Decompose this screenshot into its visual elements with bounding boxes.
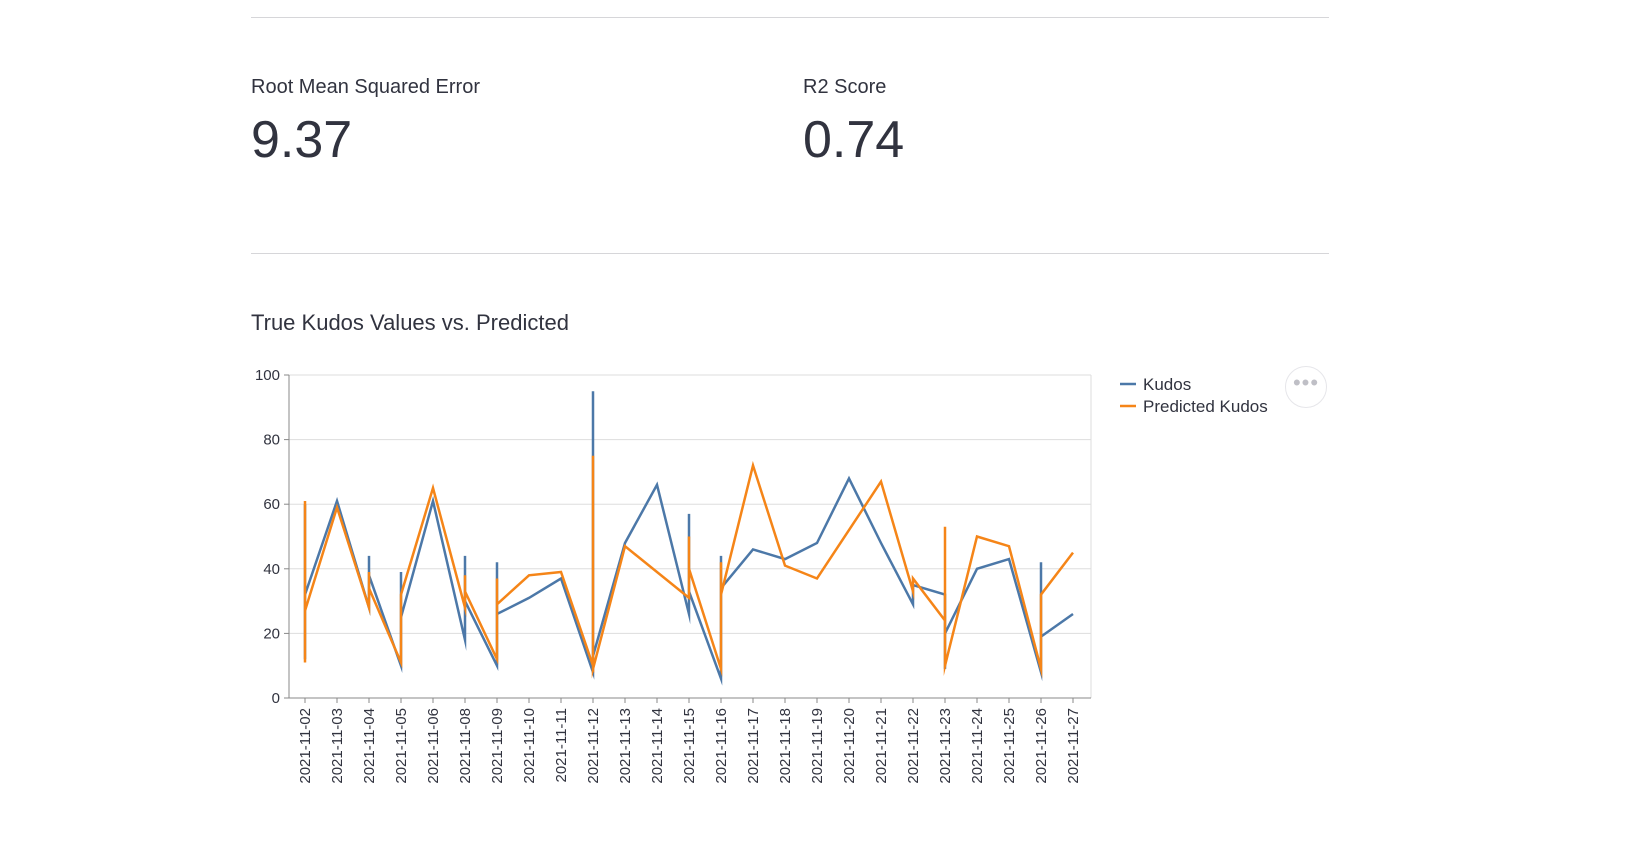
x-tick-label: 2021-11-13: [617, 708, 634, 784]
x-tick-label: 2021-11-17: [745, 708, 762, 784]
x-tick-label: 2021-11-20: [841, 708, 858, 784]
x-tick-label: 2021-11-23: [937, 708, 954, 784]
legend-label: Kudos: [1143, 375, 1191, 394]
x-tick-label: 2021-11-09: [489, 708, 506, 784]
x-tick-label: 2021-11-06: [425, 708, 442, 784]
x-tick-label: 2021-11-14: [649, 708, 666, 784]
middle-divider: [251, 253, 1329, 254]
r2-metric: R2 Score 0.74: [803, 74, 904, 170]
series-layer: [303, 391, 1074, 686]
y-tick-label: 60: [263, 496, 280, 513]
y-tick-label: 0: [272, 690, 280, 707]
x-tick-label: 2021-11-12: [585, 708, 602, 784]
legend-label: Predicted Kudos: [1143, 397, 1268, 416]
y-tick-label: 80: [263, 432, 280, 449]
rmse-value: 9.37: [251, 111, 353, 169]
x-tick-label: 2021-11-27: [1065, 708, 1082, 784]
x-tick-label: 2021-11-18: [777, 708, 794, 784]
r2-label: R2 Score: [803, 76, 887, 98]
more-horizontal-icon: •••: [1292, 370, 1320, 395]
top-divider: [251, 17, 1329, 18]
x-tick-label: 2021-11-24: [969, 708, 986, 784]
predicted-kudos-series-line: [303, 455, 1074, 679]
legend-item[interactable]: Kudos: [1120, 375, 1191, 394]
chart-title: True Kudos Values vs. Predicted: [251, 310, 569, 335]
chart-menu-button[interactable]: •••: [1285, 366, 1327, 408]
x-tick-label: 2021-11-05: [393, 708, 410, 784]
x-tick-label: 2021-11-16: [713, 708, 730, 784]
x-tick-label: 2021-11-19: [809, 708, 826, 784]
y-tick-label: 100: [255, 367, 280, 384]
grid-layer: [289, 374, 1092, 699]
x-tick-label: 2021-11-22: [905, 708, 922, 784]
x-tick-label: 2021-11-21: [873, 708, 890, 784]
x-tick-label: 2021-11-03: [329, 708, 346, 784]
legend-item[interactable]: Predicted Kudos: [1120, 397, 1268, 416]
rmse-metric: Root Mean Squared Error 9.37: [251, 74, 480, 170]
kudos-series-line: [303, 391, 1074, 686]
legend[interactable]: Kudos Predicted Kudos: [1120, 375, 1268, 416]
rmse-label: Root Mean Squared Error: [251, 76, 481, 98]
x-tick-label: 2021-11-11: [553, 708, 570, 783]
y-tick-label: 20: [263, 625, 280, 642]
y-tick-label: 40: [263, 561, 280, 578]
x-tick-label: 2021-11-02: [297, 708, 314, 784]
axis-layer: 0 20 40 60 80 100 2021-11-02 2021-11-03 2021-11-…: [255, 367, 1091, 784]
x-tick-label: 2021-11-15: [681, 708, 698, 784]
x-tick-label: 2021-11-10: [521, 708, 538, 784]
x-tick-label: 2021-11-25: [1001, 708, 1018, 784]
r2-value: 0.74: [803, 111, 905, 169]
x-tick-label: 2021-11-04: [361, 708, 378, 784]
x-tick-label: 2021-11-08: [457, 708, 474, 784]
x-tick-label: 2021-11-26: [1033, 708, 1050, 784]
